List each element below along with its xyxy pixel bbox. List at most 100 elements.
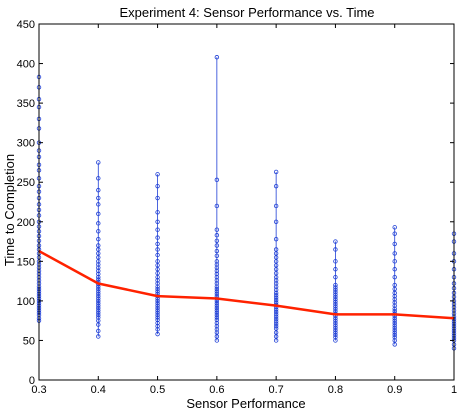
scatter-point bbox=[273, 300, 279, 305]
scatter-point bbox=[214, 268, 220, 274]
scatter-point bbox=[214, 243, 220, 248]
y-tick-label: 0 bbox=[29, 375, 35, 387]
scatter-point bbox=[392, 335, 397, 340]
scatter-point bbox=[214, 317, 220, 323]
scatter-point bbox=[392, 325, 397, 330]
scatter-point bbox=[155, 289, 160, 294]
mean-line-layer bbox=[38, 249, 455, 320]
scatter-point bbox=[214, 203, 220, 209]
scatter-point bbox=[273, 278, 279, 283]
scatter-point bbox=[273, 314, 279, 319]
scatter-point bbox=[333, 323, 338, 328]
scatter-point bbox=[273, 312, 279, 317]
scatter-point bbox=[96, 274, 101, 280]
scatter-point bbox=[392, 327, 397, 333]
scatter-point bbox=[273, 309, 279, 315]
scatter-point bbox=[155, 298, 160, 304]
scatter-point bbox=[333, 330, 338, 335]
scatter-point bbox=[392, 259, 397, 264]
scatter-point bbox=[155, 305, 160, 311]
y-tick-label: 300 bbox=[17, 138, 35, 150]
scatter-point bbox=[96, 211, 101, 217]
scatter-point bbox=[214, 315, 220, 320]
scatter-point bbox=[333, 292, 338, 297]
scatter-point bbox=[155, 324, 160, 329]
scatter-point bbox=[214, 327, 220, 332]
scatter-point bbox=[155, 227, 160, 232]
scatter-point bbox=[96, 271, 101, 277]
y-tick-label: 50 bbox=[23, 335, 35, 347]
scatter-point bbox=[214, 284, 220, 289]
scatter-point bbox=[214, 338, 220, 343]
scatter-point bbox=[155, 327, 160, 332]
scatter-point bbox=[392, 330, 397, 335]
scatter-point bbox=[333, 299, 338, 304]
scatter-point bbox=[96, 236, 101, 242]
scatter-point bbox=[333, 304, 338, 309]
scatter-point bbox=[333, 338, 338, 343]
scatter-point bbox=[333, 267, 338, 272]
scatter-point bbox=[96, 284, 101, 289]
scatter-point bbox=[392, 303, 397, 308]
y-tick-label: 150 bbox=[17, 256, 35, 268]
scatter-point bbox=[392, 293, 397, 299]
scatter-point bbox=[333, 301, 338, 307]
scatter-point bbox=[273, 219, 279, 224]
scatter-point bbox=[96, 229, 101, 234]
scatter-point bbox=[155, 241, 160, 247]
scatter-point bbox=[392, 297, 397, 302]
scatter-point bbox=[155, 172, 160, 177]
scatter-point bbox=[333, 274, 338, 280]
scatter-point bbox=[214, 262, 220, 267]
scatter-point bbox=[273, 307, 279, 312]
scatter-point bbox=[392, 231, 397, 236]
scatter-point bbox=[214, 305, 220, 311]
scatter-point bbox=[392, 251, 397, 256]
scatter-point bbox=[155, 312, 160, 318]
scatter-point bbox=[155, 183, 160, 189]
x-tick-label: 0.9 bbox=[387, 384, 402, 396]
scatter-point bbox=[214, 310, 220, 315]
mean-line bbox=[38, 249, 455, 320]
x-tick-label: 0.5 bbox=[150, 384, 165, 396]
scatter-point bbox=[333, 316, 338, 321]
scatter-point bbox=[333, 332, 338, 338]
scatter-point bbox=[333, 294, 338, 300]
scatter-point bbox=[96, 310, 101, 315]
scatter-point bbox=[214, 227, 220, 232]
scatter-point bbox=[273, 316, 279, 322]
scatter-point bbox=[96, 176, 101, 181]
scatter-point bbox=[273, 236, 279, 242]
scatter-point bbox=[155, 210, 160, 215]
scatter-point bbox=[273, 295, 279, 300]
scatter-point bbox=[155, 281, 160, 286]
chart-title: Experiment 4: Sensor Performance vs. Tim… bbox=[119, 5, 374, 20]
scatter-point bbox=[392, 342, 397, 347]
scatter-point bbox=[214, 301, 220, 306]
scatter-point bbox=[333, 327, 338, 333]
scatter-point bbox=[273, 321, 279, 327]
scatter-point bbox=[392, 241, 397, 247]
scatter-point bbox=[273, 183, 279, 189]
scatter-point bbox=[333, 247, 338, 252]
scatter-point bbox=[333, 282, 338, 288]
x-tick-label: 0.3 bbox=[31, 384, 46, 396]
scatter-point bbox=[273, 338, 279, 343]
scatter-point bbox=[155, 286, 160, 292]
scatter-point bbox=[96, 268, 101, 274]
scatter-point bbox=[333, 289, 338, 295]
scatter-point bbox=[392, 332, 397, 338]
scatter-point bbox=[155, 315, 160, 320]
scatter-point bbox=[392, 306, 397, 311]
scatter-point bbox=[392, 316, 397, 321]
scatter-point bbox=[155, 284, 160, 289]
scatter-point bbox=[155, 219, 160, 224]
scatter-point bbox=[96, 265, 101, 270]
scatter-point bbox=[155, 195, 160, 201]
scatter-point bbox=[214, 320, 220, 326]
scatter-point bbox=[333, 325, 338, 330]
scatter-point bbox=[155, 274, 160, 280]
scatter-point bbox=[333, 320, 338, 326]
x-tick-label: 0.6 bbox=[209, 384, 224, 396]
